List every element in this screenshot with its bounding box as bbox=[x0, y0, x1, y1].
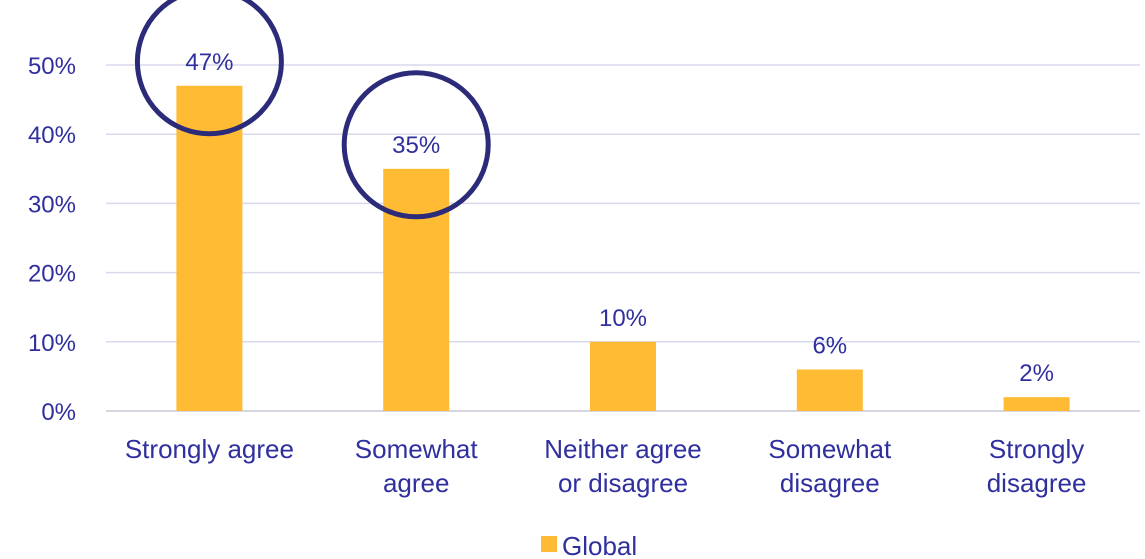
bar bbox=[590, 341, 656, 411]
data-label: 47% bbox=[185, 49, 233, 76]
category-label: Somewhat disagree bbox=[768, 434, 892, 498]
data-label: 10% bbox=[599, 305, 647, 332]
highlight-circle bbox=[134, 0, 284, 137]
bar bbox=[383, 168, 450, 411]
data-label: 6% bbox=[812, 332, 847, 359]
highlight-circle bbox=[341, 70, 491, 220]
y-tick-label: 40% bbox=[28, 122, 76, 149]
y-axis-ticks: 0% 10% 20% 30% 40% 50% bbox=[28, 53, 76, 426]
x-axis-categories: Strongly agree Somewhat agree Neither agree… bbox=[125, 434, 1087, 498]
bar bbox=[1003, 397, 1070, 411]
data-labels: 47% 35% 10% 6% 2% bbox=[185, 49, 1054, 387]
highlight-circles bbox=[134, 0, 491, 220]
data-label: 35% bbox=[392, 132, 440, 159]
grid-lines bbox=[106, 64, 1140, 412]
legend-label: Global bbox=[562, 531, 637, 559]
y-tick-label: 30% bbox=[28, 191, 76, 218]
legend-swatch bbox=[541, 536, 557, 552]
bars bbox=[176, 85, 1070, 411]
y-tick-label: 50% bbox=[28, 53, 76, 80]
y-tick-label: 0% bbox=[41, 399, 76, 426]
category-label: Strongly agree bbox=[125, 434, 294, 464]
bar bbox=[796, 369, 863, 411]
data-label: 2% bbox=[1019, 360, 1054, 387]
category-label: Neither agree or disagree bbox=[544, 434, 702, 498]
y-tick-label: 10% bbox=[28, 330, 76, 357]
y-tick-label: 20% bbox=[28, 261, 76, 288]
bar bbox=[176, 85, 243, 411]
legend: Global bbox=[541, 531, 637, 559]
category-label: Somewhat agree bbox=[355, 434, 479, 498]
category-label: Strongly disagree bbox=[987, 434, 1087, 498]
